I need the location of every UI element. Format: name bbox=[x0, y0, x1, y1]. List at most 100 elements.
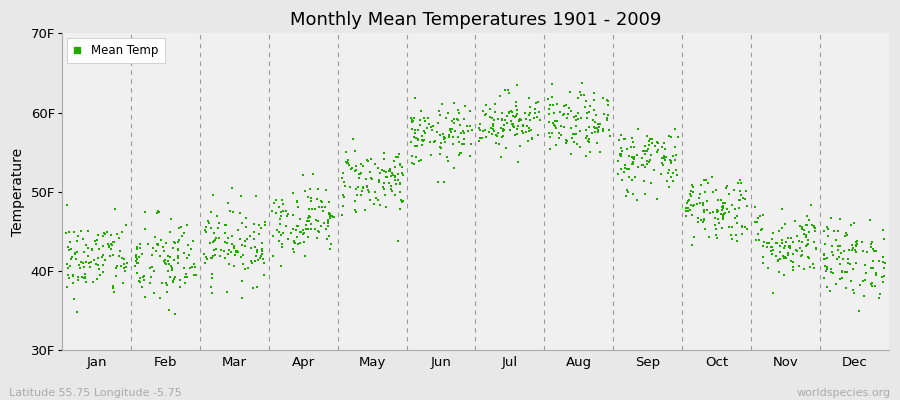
Point bbox=[178, 280, 193, 286]
Point bbox=[235, 219, 249, 226]
Point bbox=[626, 160, 640, 167]
Point bbox=[622, 152, 636, 159]
Point bbox=[159, 280, 174, 286]
Point bbox=[644, 140, 659, 146]
Point bbox=[70, 274, 85, 280]
Point bbox=[279, 213, 293, 219]
Point bbox=[60, 272, 75, 278]
Point bbox=[635, 155, 650, 161]
Point bbox=[504, 118, 518, 124]
Point bbox=[302, 206, 316, 212]
Point bbox=[207, 230, 221, 236]
Point bbox=[220, 289, 234, 295]
Point bbox=[339, 158, 354, 165]
Point bbox=[754, 227, 769, 234]
Point bbox=[318, 204, 332, 210]
Point bbox=[133, 241, 148, 247]
Point bbox=[92, 246, 106, 252]
Point bbox=[175, 232, 189, 239]
Point bbox=[638, 151, 652, 157]
Point bbox=[628, 174, 643, 180]
Point bbox=[386, 158, 400, 164]
Point bbox=[377, 150, 392, 156]
Point bbox=[130, 270, 144, 276]
Point bbox=[697, 177, 711, 183]
Point bbox=[87, 237, 102, 244]
Point bbox=[286, 226, 301, 232]
Point bbox=[662, 156, 677, 163]
Point bbox=[225, 241, 239, 248]
Point bbox=[436, 131, 450, 137]
Point bbox=[119, 222, 133, 229]
Point bbox=[371, 197, 385, 204]
Point bbox=[552, 130, 566, 136]
Point bbox=[395, 199, 410, 205]
Point bbox=[556, 124, 571, 130]
Point bbox=[472, 125, 486, 132]
Point bbox=[706, 209, 720, 215]
Point bbox=[86, 256, 101, 263]
Point bbox=[241, 264, 256, 271]
Point bbox=[205, 239, 220, 245]
Point bbox=[130, 260, 145, 267]
Point bbox=[341, 160, 356, 166]
Point bbox=[523, 110, 537, 116]
Point bbox=[373, 170, 387, 176]
Point bbox=[388, 192, 402, 198]
Point bbox=[254, 252, 268, 259]
Point bbox=[766, 290, 780, 296]
Point bbox=[793, 223, 807, 230]
Point bbox=[338, 148, 353, 155]
Y-axis label: Temperature: Temperature bbox=[11, 148, 25, 236]
Point bbox=[341, 162, 356, 168]
Point bbox=[586, 117, 600, 123]
Point bbox=[186, 260, 201, 267]
Point bbox=[91, 232, 105, 238]
Point bbox=[322, 210, 337, 216]
Point bbox=[410, 143, 425, 150]
Point bbox=[310, 235, 324, 242]
Point bbox=[617, 136, 632, 143]
Point bbox=[583, 149, 598, 156]
Point bbox=[320, 236, 334, 242]
Point bbox=[359, 176, 374, 182]
Point bbox=[107, 289, 122, 296]
Point bbox=[693, 200, 707, 206]
Point bbox=[832, 254, 846, 260]
Point bbox=[405, 117, 419, 123]
Point bbox=[409, 127, 423, 134]
Point bbox=[848, 247, 862, 253]
Point bbox=[580, 110, 595, 116]
Point bbox=[472, 135, 487, 141]
Point bbox=[796, 230, 811, 237]
Point bbox=[255, 240, 269, 247]
Point bbox=[751, 215, 765, 221]
Point bbox=[360, 158, 374, 164]
Point bbox=[183, 265, 197, 272]
Point bbox=[413, 122, 428, 128]
Point bbox=[68, 250, 82, 256]
Point bbox=[203, 240, 218, 246]
Point bbox=[106, 284, 121, 291]
Point bbox=[795, 248, 809, 254]
Point bbox=[586, 90, 600, 96]
Point bbox=[384, 188, 399, 194]
Point bbox=[392, 181, 407, 187]
Point bbox=[588, 118, 602, 125]
Point bbox=[304, 221, 319, 227]
Point bbox=[720, 182, 734, 189]
Point bbox=[200, 256, 214, 262]
Point bbox=[286, 239, 301, 245]
Point bbox=[640, 133, 654, 140]
Point bbox=[164, 263, 178, 270]
Point bbox=[612, 137, 626, 143]
Point bbox=[496, 128, 510, 134]
Point bbox=[110, 263, 124, 270]
Point bbox=[425, 126, 439, 133]
Point bbox=[505, 121, 519, 127]
Point bbox=[206, 246, 220, 253]
Point bbox=[76, 275, 91, 281]
Point bbox=[163, 229, 177, 235]
Point bbox=[213, 253, 228, 260]
Point bbox=[77, 249, 92, 256]
